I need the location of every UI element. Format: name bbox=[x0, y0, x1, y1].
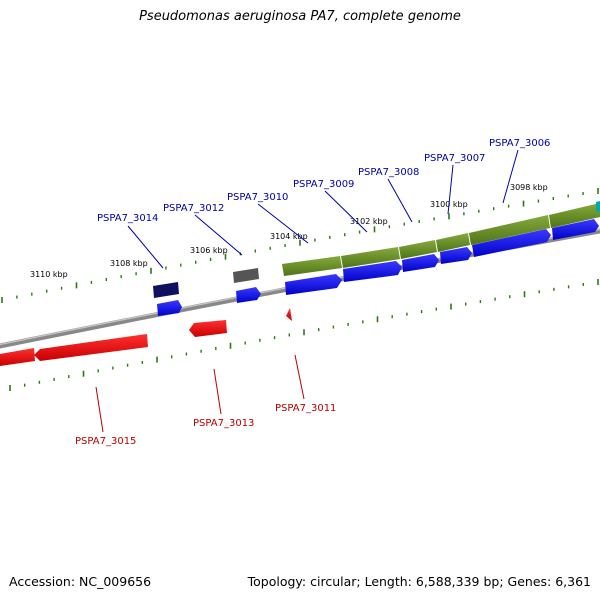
gene-pspa7-3006[interactable] bbox=[472, 229, 551, 257]
forward-genes bbox=[153, 219, 599, 316]
gene-label-pspa7-3009[interactable]: PSPA7_3009 bbox=[293, 179, 354, 190]
gene-pspa7-3013[interactable] bbox=[189, 320, 227, 337]
topology-text: Topology: circular; Length: 6,588,339 bp… bbox=[247, 574, 591, 589]
kbp-label: 3098 kbp bbox=[510, 183, 548, 192]
gene-label-connector bbox=[447, 164, 454, 215]
gc-block bbox=[549, 203, 600, 228]
gc-block bbox=[436, 233, 470, 252]
kbp-label: 3108 kbp bbox=[110, 259, 148, 268]
gene-label-pspa7-3014[interactable]: PSPA7_3014 bbox=[97, 213, 158, 224]
gene-label-pspa7-3008[interactable]: PSPA7_3008 bbox=[358, 167, 419, 178]
gene-forward-next[interactable] bbox=[552, 219, 599, 240]
gene-pspa7-3011[interactable] bbox=[286, 308, 292, 321]
accession-text: Accession: NC_009656 bbox=[9, 574, 152, 589]
gene-label-pspa7-3011[interactable]: PSPA7_3011 bbox=[275, 403, 336, 414]
gene-label-pspa7-3006[interactable]: PSPA7_3006 bbox=[489, 138, 550, 149]
gene-label-pspa7-3013[interactable]: PSPA7_3013 bbox=[193, 418, 254, 429]
kbp-tick-track-outer bbox=[1, 188, 599, 303]
gene-pspa7-3015[interactable] bbox=[34, 334, 148, 361]
gene-label-connector bbox=[387, 178, 413, 223]
gene-pspa7-3008[interactable] bbox=[402, 254, 439, 272]
gene-label-connector bbox=[95, 386, 104, 433]
kbp-label: 3102 kbp bbox=[350, 217, 388, 226]
kbp-label: 3104 kbp bbox=[270, 232, 308, 241]
reverse-genes bbox=[0, 308, 292, 366]
gene-label-connector bbox=[502, 149, 519, 204]
gene-label-connector bbox=[127, 225, 164, 269]
gene-label-pspa7-3010[interactable]: PSPA7_3010 bbox=[227, 192, 288, 203]
kbp-tick-track-inner bbox=[9, 279, 599, 391]
kbp-label: 3110 kbp bbox=[30, 270, 68, 279]
gene-pspa7-3012[interactable] bbox=[236, 287, 261, 303]
gene-label-connector bbox=[294, 354, 305, 400]
gc-block bbox=[399, 240, 437, 259]
gene-pspa7-3014[interactable] bbox=[157, 300, 182, 316]
gene-label-pspa7-3007[interactable]: PSPA7_3007 bbox=[424, 153, 485, 164]
gc-block bbox=[341, 247, 400, 268]
gene-pspa7-3010[interactable] bbox=[285, 274, 342, 295]
map-title: Pseudomonas aeruginosa PA7, complete gen… bbox=[139, 9, 461, 24]
gene-pspa7-3014-block[interactable] bbox=[153, 282, 179, 298]
gene-reverse-prev[interactable] bbox=[0, 348, 35, 366]
gene-label-connector bbox=[257, 203, 309, 244]
gc-block-end bbox=[596, 201, 600, 212]
gene-label-pspa7-3012[interactable]: PSPA7_3012 bbox=[163, 203, 224, 214]
gc-block bbox=[469, 215, 550, 245]
gc-content-track bbox=[282, 201, 600, 276]
gene-pspa7-3009[interactable] bbox=[343, 261, 402, 282]
gene-label-pspa7-3015[interactable]: PSPA7_3015 bbox=[75, 436, 136, 447]
gene-pspa7-3007[interactable] bbox=[440, 247, 472, 264]
gene-label-connector bbox=[324, 190, 368, 233]
kbp-label: 3106 kbp bbox=[190, 246, 228, 255]
gc-block bbox=[282, 256, 342, 276]
gene-label-connector bbox=[194, 214, 243, 256]
gene-label-connector bbox=[213, 368, 222, 415]
gene-pspa7-3012-block[interactable] bbox=[233, 268, 259, 283]
